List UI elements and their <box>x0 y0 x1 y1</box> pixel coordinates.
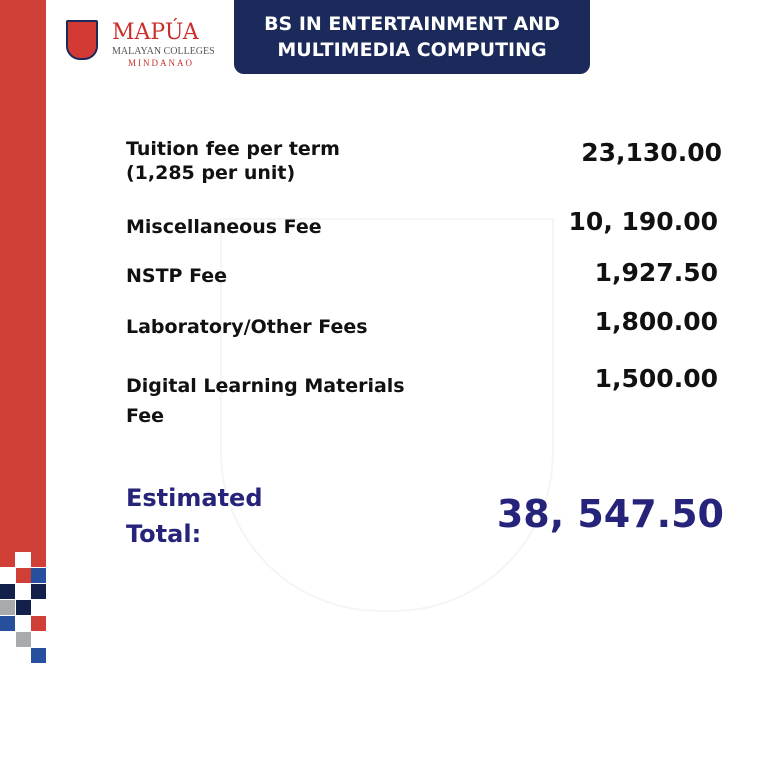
title-line-1: BS IN ENTERTAINMENT AND <box>264 13 560 35</box>
logo-name: MAPÚA <box>112 20 199 45</box>
checker-square <box>31 584 46 599</box>
fee-sublabel: (1,285 per unit) <box>126 162 296 184</box>
checker-square <box>0 584 15 599</box>
checker-square <box>0 600 15 615</box>
checker-square <box>31 648 46 663</box>
shield-icon <box>66 20 98 60</box>
total-value: 38, 547.50 <box>496 492 724 536</box>
checker-square <box>31 552 46 567</box>
fee-value-digital: 1,500.00 <box>594 364 718 393</box>
red-side-bar <box>0 0 46 552</box>
fee-value-misc: 10, 190.00 <box>568 207 718 236</box>
checker-square <box>0 616 15 631</box>
total-label-line1: Estimated <box>126 484 263 512</box>
fee-label-digital: Digital Learning Materials Fee <box>126 371 405 431</box>
title-line-2: MULTIMEDIA COMPUTING <box>277 39 547 61</box>
fee-label-tuition: Tuition fee per term (1,285 per unit) <box>126 137 340 185</box>
fee-label-misc: Miscellaneous Fee <box>126 216 322 238</box>
fee-label-lab: Laboratory/Other Fees <box>126 316 368 338</box>
logo-campus: MINDANAO <box>128 58 194 68</box>
fee-value-lab: 1,800.00 <box>594 307 718 336</box>
checker-square <box>15 568 31 583</box>
logo-subtitle: MALAYAN COLLEGES <box>112 46 215 57</box>
mapua-logo: MAPÚA MALAYAN COLLEGES MINDANAO <box>58 20 218 70</box>
checker-square <box>0 552 15 567</box>
shield-watermark <box>220 218 554 612</box>
fee-label: Digital Learning Materials <box>126 375 405 397</box>
fee-label: Tuition fee per term <box>126 138 340 160</box>
total-label: Estimated Total: <box>126 480 263 552</box>
checker-square <box>15 632 31 647</box>
program-title: BS IN ENTERTAINMENT AND MULTIMEDIA COMPU… <box>234 0 590 74</box>
fee-value-tuition: 23,130.00 <box>581 138 722 167</box>
total-label-line2: Total: <box>126 520 202 548</box>
fee-value-nstp: 1,927.50 <box>594 258 718 287</box>
checker-square <box>15 600 31 615</box>
checker-square <box>31 616 46 631</box>
fee-sublabel: Fee <box>126 405 164 427</box>
fee-label-nstp: NSTP Fee <box>126 265 228 287</box>
checker-square <box>31 568 46 583</box>
